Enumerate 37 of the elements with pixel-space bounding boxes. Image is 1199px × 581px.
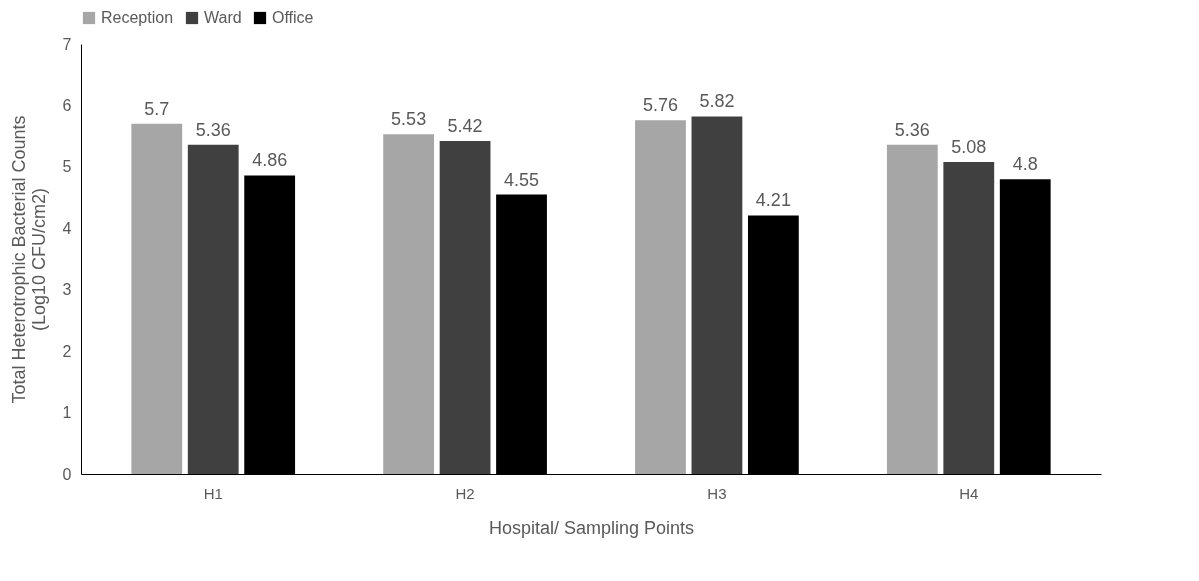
bar: [383, 134, 435, 474]
x-tick-label: H4: [959, 484, 979, 502]
y-tick-label: 1: [62, 404, 72, 422]
y-tick-label: 3: [62, 281, 72, 299]
data-label: 5.53: [391, 109, 427, 130]
data-label: 5.42: [447, 116, 483, 137]
x-tick-label: H3: [707, 484, 727, 502]
legend-label: Ward: [204, 9, 242, 26]
bar: [943, 161, 995, 474]
y-tick-label: 2: [62, 342, 72, 360]
data-label: 4.86: [252, 150, 288, 171]
data-label: 5.76: [642, 95, 678, 116]
x-axis-title: Hospital/ Sampling Points: [488, 517, 695, 538]
data-label: 5.36: [195, 119, 231, 140]
bar: [187, 144, 239, 474]
data-label: 5.82: [699, 91, 735, 112]
bar: [886, 144, 938, 474]
y-tick-label: 4: [62, 219, 72, 237]
data-label: 5.08: [951, 136, 987, 157]
data-label: 5.36: [894, 119, 930, 140]
legend-label: Office: [272, 9, 314, 26]
x-tick-label: H2: [455, 484, 475, 502]
x-tick-label: H1: [203, 484, 223, 502]
bar: [131, 123, 183, 474]
y-tick-label: 5: [62, 158, 72, 176]
y-tick-label: 0: [62, 465, 72, 483]
y-tick-label: 6: [62, 96, 72, 114]
legend-label: Reception: [101, 9, 174, 26]
data-label: 4.8: [1012, 154, 1038, 175]
data-label: 5.7: [144, 98, 170, 119]
data-label: 4.55: [504, 169, 540, 190]
y-tick-label: 7: [62, 35, 72, 53]
bar: [691, 116, 743, 474]
bar: [439, 141, 491, 474]
data-label: 4.21: [755, 190, 791, 211]
bar: [635, 120, 686, 474]
y-axis-title: Total Heterotrophic Bacterial Counts (Log10 CFU/cm2): [8, 115, 49, 404]
